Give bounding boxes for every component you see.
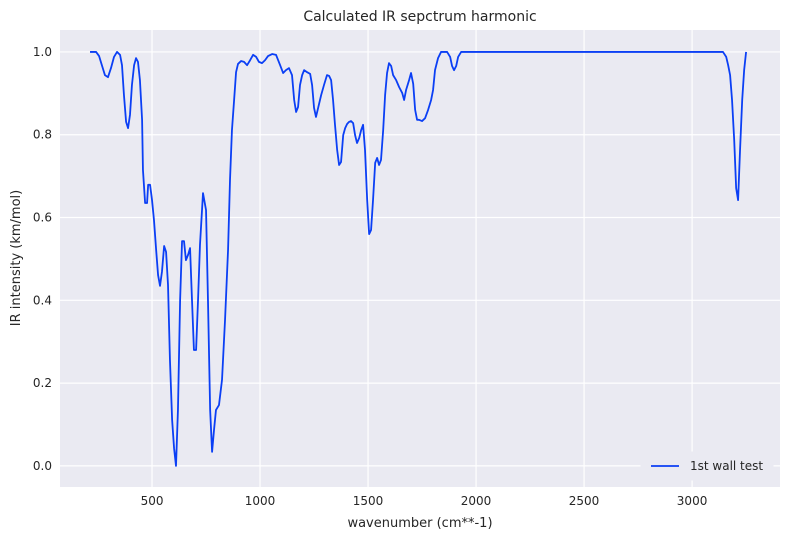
x-tick-label: 3000 <box>677 494 708 508</box>
y-tick-label: 0.6 <box>33 211 52 225</box>
y-tick-label: 0.8 <box>33 128 52 142</box>
y-tick-label: 0.2 <box>33 376 52 390</box>
y-tick-label: 1.0 <box>33 45 52 59</box>
legend-label: 1st wall test <box>690 459 763 473</box>
y-tick-label: 0.4 <box>33 293 52 307</box>
data-line <box>90 51 747 467</box>
x-tick-label: 2000 <box>461 494 492 508</box>
x-tick-label: 2500 <box>569 494 600 508</box>
y-tick-label: 0.0 <box>33 459 52 473</box>
plot-background <box>60 30 780 487</box>
x-tick-label: 1500 <box>353 494 384 508</box>
legend-box <box>640 451 774 481</box>
chart-title: Calculated IR sepctrum harmonic <box>303 9 536 25</box>
y-axis-label: IR intensity (km/mol) <box>9 190 24 326</box>
x-tick-label: 500 <box>141 494 164 508</box>
x-tick-label: 1000 <box>245 494 276 508</box>
x-axis-label: wavenumber (cm**-1) <box>347 516 492 531</box>
